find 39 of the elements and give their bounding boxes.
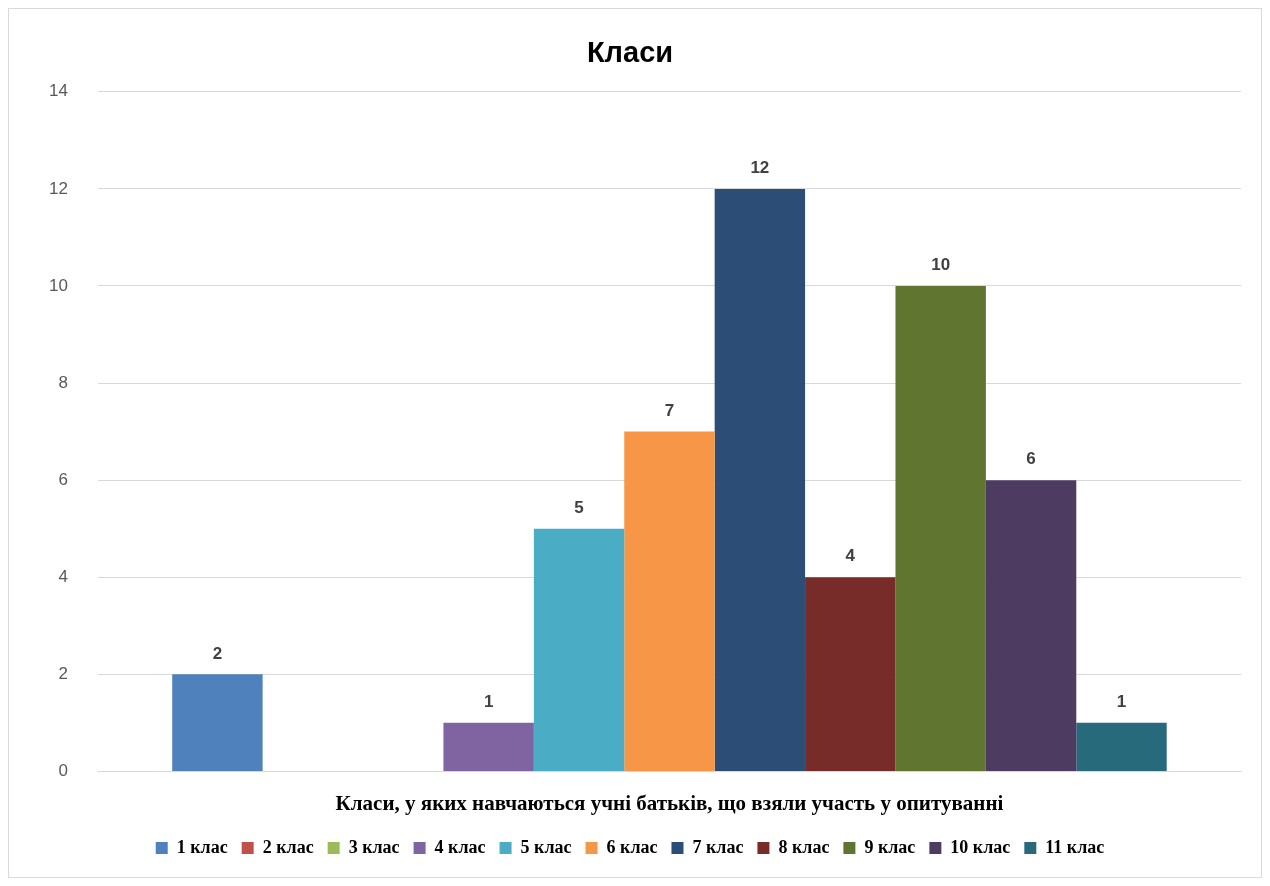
legend-label: 5 клас <box>520 836 572 857</box>
data-label: 1 <box>1116 692 1127 712</box>
legend-label: 10 клас <box>950 836 1011 857</box>
y-tick-label: 2 <box>58 664 68 683</box>
bar <box>805 577 896 771</box>
data-label: 12 <box>750 158 770 178</box>
bar <box>533 528 625 771</box>
data-label: 7 <box>664 400 675 420</box>
legend-label: 8 клас <box>778 836 830 857</box>
y-tick-label: 0 <box>58 761 68 781</box>
data-label: 1 <box>483 692 494 712</box>
y-tick-label: 6 <box>58 469 68 489</box>
y-tick-label: 8 <box>58 372 68 392</box>
y-tick-label: 10 <box>48 275 68 295</box>
legend-label: 9 клас <box>864 836 916 857</box>
x-axis-title: Класи, у яких навчаються учні батьків, що взяли участь у опитуванні <box>335 790 1004 815</box>
bar <box>1076 722 1167 771</box>
data-label: 6 <box>1026 449 1036 469</box>
data-label: 2 <box>212 643 223 663</box>
legend-label: 6 клас <box>606 836 658 857</box>
legend-label: 4 клас <box>434 836 486 857</box>
legend-label: 1 клас <box>176 836 228 857</box>
bar <box>624 431 715 771</box>
legend-label: 2 клас <box>262 836 314 857</box>
legend-label: 11 клас <box>1045 836 1105 857</box>
y-tick-label: 12 <box>48 178 68 198</box>
y-tick-label: 14 <box>48 81 68 101</box>
y-tick-label: 4 <box>58 566 68 586</box>
bar <box>985 480 1077 771</box>
bar <box>714 188 806 771</box>
legend-label: 3 клас <box>348 836 400 857</box>
data-label: 4 <box>845 546 856 566</box>
legend-label: 7 клас <box>692 836 744 857</box>
bar <box>172 674 263 771</box>
data-label: 5 <box>574 497 584 517</box>
chart-title: Класи <box>586 36 674 69</box>
bar <box>443 722 534 771</box>
data-label: 10 <box>931 255 951 275</box>
bar <box>895 285 986 771</box>
